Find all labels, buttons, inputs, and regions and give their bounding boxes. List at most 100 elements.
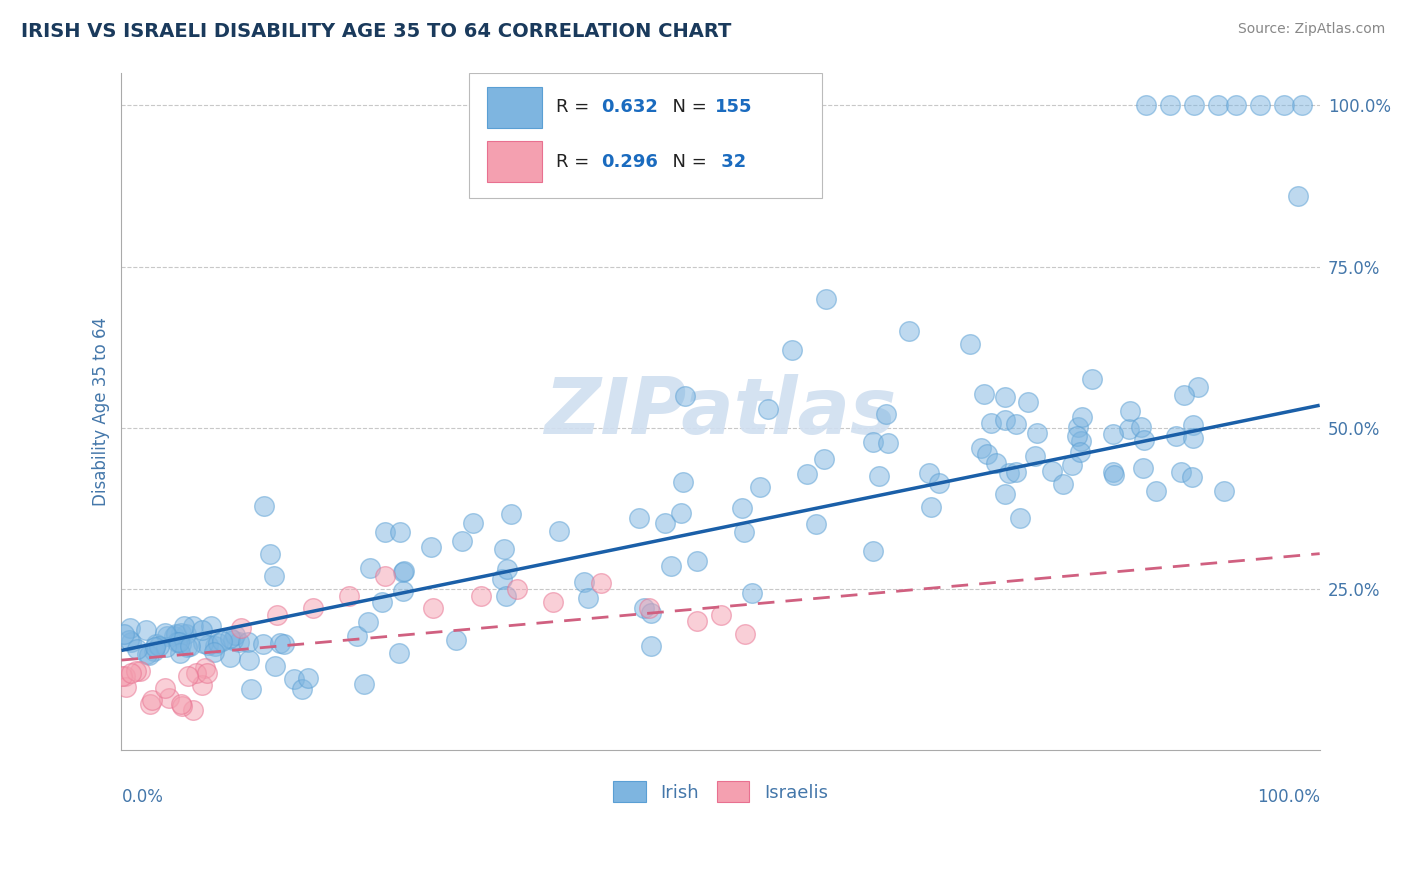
Point: [1133, 433, 1156, 447]
Point: [184, 666, 207, 681]
Point: [252, 637, 274, 651]
Point: [444, 632, 467, 647]
Point: [211, 634, 233, 648]
Point: [862, 435, 884, 450]
Point: [419, 540, 441, 554]
Point: [194, 660, 217, 674]
Point: [127, 642, 149, 657]
Point: [1181, 470, 1204, 484]
Point: [190, 623, 212, 637]
Text: Source: ZipAtlas.com: Source: ZipAtlas.com: [1237, 22, 1385, 37]
Text: 0.296: 0.296: [600, 153, 658, 170]
Point: [374, 524, 396, 539]
Point: [976, 447, 998, 461]
Point: [994, 413, 1017, 427]
Point: [166, 634, 188, 648]
FancyBboxPatch shape: [486, 142, 543, 182]
Point: [1272, 98, 1295, 112]
Point: [142, 644, 165, 658]
Point: [686, 554, 709, 568]
Point: [1182, 431, 1205, 445]
Point: [204, 639, 226, 653]
Point: [156, 629, 179, 643]
Text: 0.0%: 0.0%: [121, 788, 163, 805]
Point: [1132, 461, 1154, 475]
Point: [291, 681, 314, 696]
Point: [898, 324, 921, 338]
Point: [741, 585, 763, 599]
Point: [548, 524, 571, 538]
Point: [222, 632, 245, 647]
Point: [506, 582, 529, 596]
Point: [1173, 388, 1195, 402]
Point: [1159, 98, 1181, 112]
Point: [494, 541, 516, 556]
Text: 100.0%: 100.0%: [1257, 788, 1320, 805]
Point: [1212, 484, 1234, 499]
Text: N =: N =: [661, 153, 713, 170]
Point: [1081, 372, 1104, 386]
Point: [197, 638, 219, 652]
Point: [353, 677, 375, 691]
Point: [875, 407, 897, 421]
Point: [1144, 483, 1167, 498]
Point: [167, 635, 190, 649]
Point: [283, 672, 305, 686]
Point: [179, 640, 201, 654]
Point: [115, 680, 138, 694]
Text: R =: R =: [557, 153, 595, 170]
Point: [207, 636, 229, 650]
Point: [589, 575, 612, 590]
Point: [1017, 395, 1039, 409]
Point: [392, 584, 415, 599]
Point: [685, 615, 707, 629]
Point: [451, 533, 474, 548]
Point: [143, 640, 166, 655]
Point: [782, 343, 804, 358]
Point: [970, 441, 993, 455]
Point: [637, 601, 659, 615]
Point: [269, 636, 291, 650]
Point: [174, 626, 197, 640]
Point: [120, 665, 142, 680]
FancyBboxPatch shape: [470, 73, 823, 198]
Point: [177, 669, 200, 683]
Point: [228, 635, 250, 649]
Point: [224, 628, 246, 642]
Point: [756, 402, 779, 417]
Point: [1119, 404, 1142, 418]
Point: [388, 524, 411, 539]
Point: [114, 669, 136, 683]
Point: [734, 627, 756, 641]
Point: [253, 500, 276, 514]
Point: [145, 636, 167, 650]
Point: [1104, 468, 1126, 483]
Point: [297, 671, 319, 685]
Point: [231, 621, 253, 635]
Point: [302, 601, 325, 615]
Legend: Irish, Israelis: Irish, Israelis: [606, 774, 835, 809]
Point: [654, 516, 676, 531]
Point: [112, 627, 135, 641]
Text: R =: R =: [557, 98, 595, 116]
Point: [627, 511, 650, 525]
Point: [495, 589, 517, 603]
Point: [491, 572, 513, 586]
Point: [1066, 429, 1088, 443]
Point: [709, 607, 731, 622]
Point: [541, 595, 564, 609]
Point: [1130, 420, 1153, 434]
Point: [148, 639, 170, 653]
Point: [1291, 98, 1313, 112]
Point: [1052, 477, 1074, 491]
Point: [200, 619, 222, 633]
Point: [388, 646, 411, 660]
Point: [129, 664, 152, 678]
Point: [1181, 418, 1204, 433]
Point: [155, 640, 177, 654]
Point: [1060, 458, 1083, 473]
Point: [1118, 422, 1140, 436]
Point: [470, 589, 492, 603]
Point: [1010, 511, 1032, 525]
Point: [191, 636, 214, 650]
